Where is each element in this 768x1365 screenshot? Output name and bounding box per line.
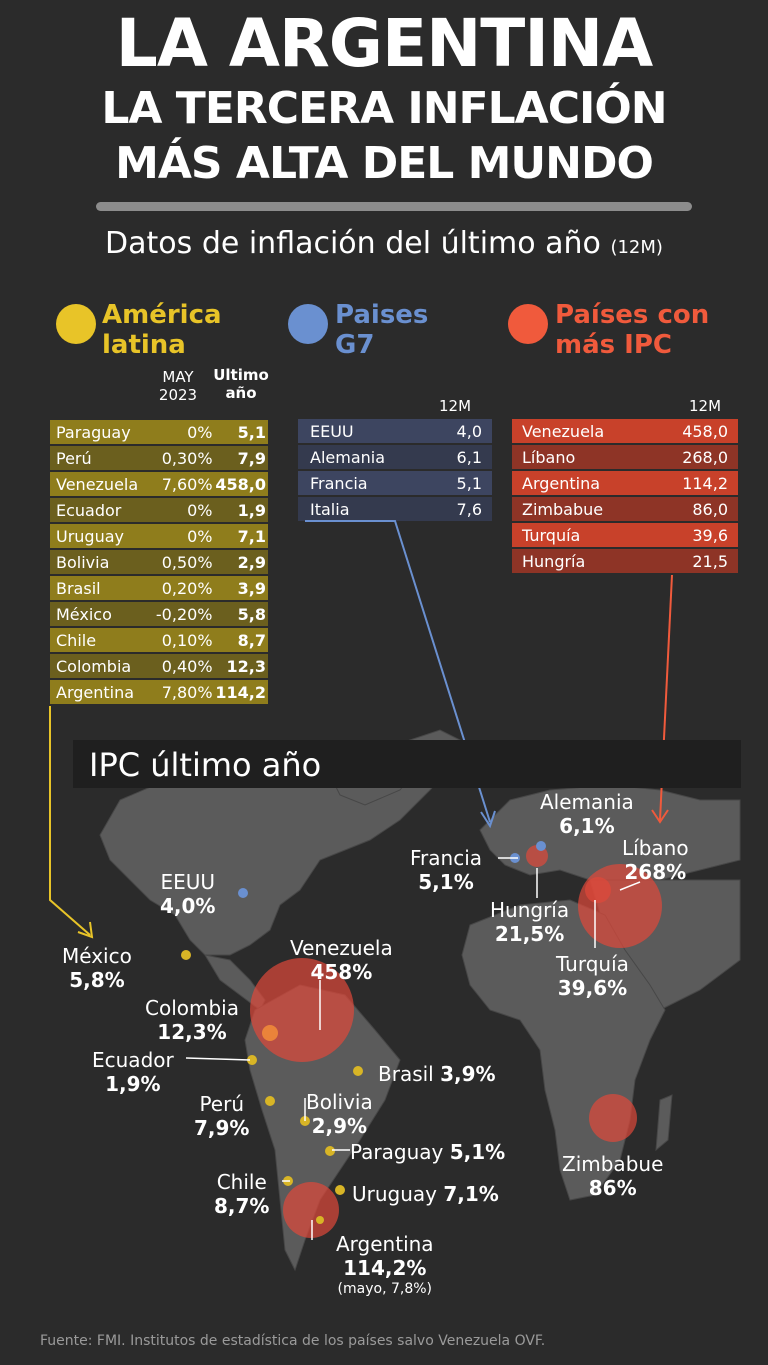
argentina-marker [316, 1216, 324, 1224]
yellow-markers [181, 950, 363, 1224]
latam-col-ultimo: Ultimo año [213, 366, 269, 402]
map-label-turquia: Turquía 39,6% [556, 952, 629, 1000]
g7-arrow-head [480, 810, 496, 829]
ipc-arrow-head [651, 809, 669, 824]
latam-col-may: MAY 2023 [158, 368, 198, 404]
brasil-marker [353, 1066, 363, 1076]
table-row: Líbano 268,0 [512, 445, 738, 469]
turquia-bubble [585, 877, 611, 903]
map-label-zimbabue: Zimbabue 86% [562, 1152, 664, 1200]
table-row: Venezuela 7,60% 458,0 [50, 472, 268, 496]
map-label-francia: Francia 5,1% [410, 846, 483, 894]
map-label-libano: Líbano 268% [622, 836, 689, 884]
g7-connector-arrow [305, 520, 491, 823]
alemania-marker [536, 841, 546, 851]
ipc-legend-dot [508, 304, 548, 344]
title-divider [96, 202, 692, 211]
colombia-bubble [262, 1025, 278, 1041]
g7-title: Paises G7 [335, 300, 429, 360]
table-row: Paraguay 0% 5,1 [50, 420, 268, 444]
map-label-bolivia: Bolivia 2,9% [306, 1090, 373, 1138]
ecuador-marker [247, 1055, 257, 1065]
table-row: EEUU 4,0 [298, 419, 492, 443]
ipc-title: Países con más IPC [555, 300, 710, 360]
argentina-bubble [283, 1182, 339, 1238]
table-row: Argentina 7,80% 114,2 [50, 680, 268, 704]
eeuu-marker [238, 888, 248, 898]
source-footer: Fuente: FMI. Institutos de estadística d… [40, 1333, 546, 1349]
map-label-argentina: Argentina 114,2% (mayo, 7,8%) [336, 1232, 434, 1297]
map-label-colombia: Colombia 12,3% [145, 996, 239, 1044]
table-row: Hungría 21,5 [512, 549, 738, 573]
table-row: México -0,20% 5,8 [50, 602, 268, 626]
map-label-hungria: Hungría 21,5% [490, 898, 570, 946]
peru-marker [265, 1096, 275, 1106]
latam-connector-arrow [49, 706, 91, 936]
map-header: IPC último año [73, 740, 741, 788]
inflation-bubbles [250, 845, 662, 1238]
table-row: Alemania 6,1 [298, 445, 492, 469]
table-row: Zimbabue 86,0 [512, 497, 738, 521]
table-row: Turquía 39,6 [512, 523, 738, 547]
latam-arrow-head [77, 921, 94, 939]
leader-lines [185, 857, 641, 1240]
title-line-3: MÁS ALTA DEL MUNDO [115, 138, 654, 189]
map-label-peru: Perú 7,9% [194, 1092, 250, 1140]
table-row: Perú 0,30% 7,9 [50, 446, 268, 470]
map-label-alemania: Alemania 6,1% [540, 790, 634, 838]
zimbabue-bubble [589, 1094, 637, 1142]
table-row: Colombia 0,40% 12,3 [50, 654, 268, 678]
paraguay-marker [325, 1146, 335, 1156]
map-label-venezuela: Venezuela 458% [290, 936, 393, 984]
mexico-marker [181, 950, 191, 960]
subtitle: Datos de inflación del último año (12M) [105, 226, 663, 261]
table-row: Francia 5,1 [298, 471, 492, 495]
ipc-col-12m: 12M [688, 397, 722, 415]
table-row: Brasil 0,20% 3,9 [50, 576, 268, 600]
g7-col-12m: 12M [438, 397, 472, 415]
latam-legend-dot [56, 304, 96, 344]
map-label-paraguay: Paraguay 5,1% [350, 1140, 506, 1164]
g7-legend-dot [288, 304, 328, 344]
map-label-mexico: México 5,8% [62, 944, 132, 992]
latam-title: América latina [102, 300, 222, 360]
table-row: Chile 0,10% 8,7 [50, 628, 268, 652]
table-row: Venezuela 458,0 [512, 419, 738, 443]
table-row: Ecuador 0% 1,9 [50, 498, 268, 522]
title-line-2: LA TERCERA INFLACIÓN [101, 83, 667, 134]
table-row: Argentina 114,2 [512, 471, 738, 495]
table-row: Uruguay 0% 7,1 [50, 524, 268, 548]
madagascar-shape [655, 1094, 673, 1152]
table-row: Italia 7,6 [298, 497, 492, 521]
map-label-chile: Chile 8,7% [214, 1170, 270, 1218]
map-label-ecuador: Ecuador 1,9% [92, 1048, 174, 1096]
table-row: Bolivia 0,50% 2,9 [50, 550, 268, 574]
map-label-uruguay: Uruguay 7,1% [352, 1182, 499, 1206]
uruguay-marker [335, 1185, 345, 1195]
map-label-eeuu: EEUU 4,0% [160, 870, 216, 918]
title-line-1: LA ARGENTINA [115, 5, 653, 82]
map-label-brasil: Brasil 3,9% [378, 1062, 496, 1086]
